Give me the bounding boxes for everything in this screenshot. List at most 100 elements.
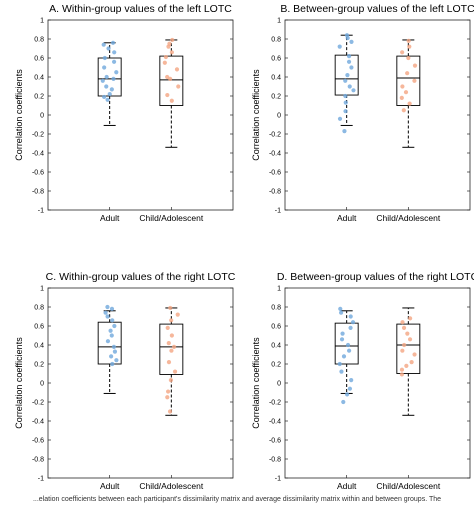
panel-a-ytick-label: 0.4 <box>34 75 44 82</box>
panel-d-adult-point <box>338 306 343 311</box>
panel-d-axes-frame <box>284 287 471 479</box>
panel-c-ytick-label: 0.2 <box>34 362 44 369</box>
panel-d-adult-point <box>350 320 356 325</box>
panel-d-ylabel: Correlation coefficients <box>251 337 261 429</box>
panel-b-xtick-label: Adult <box>337 213 357 223</box>
panel-b-ytick-label: -1 <box>275 208 281 215</box>
panel-d-ytick-label: 0.6 <box>271 324 281 331</box>
panel-c-child-point <box>167 409 173 414</box>
panel-c-ytick-label: 1 <box>40 286 44 293</box>
panel-c-xtick-label: Adult <box>100 481 120 491</box>
panel-a-child-point <box>163 54 168 60</box>
panel-c-child-point <box>166 341 171 346</box>
panel-b-ytick-label: 0.6 <box>271 56 281 63</box>
panel-d-adult-point <box>339 369 344 374</box>
panel-a-adult-point <box>109 87 114 92</box>
panel-c-adult-point <box>111 344 117 349</box>
panel-b-ytick-label: 0.4 <box>271 75 281 82</box>
panel-a-adult-point <box>105 97 110 102</box>
panel-c-child-point <box>171 344 177 349</box>
panel-d-ytick-label: 0.2 <box>271 362 281 369</box>
panel-d-adult-box <box>334 322 359 365</box>
panel-c-ytick-label: 0.8 <box>34 305 44 312</box>
panel-d-child-point <box>400 320 405 325</box>
panel-a-ytick-label: -0.6 <box>32 170 44 177</box>
panel-a-child-point <box>165 74 170 80</box>
panel-b-adult-point <box>343 93 348 99</box>
panel-d-xtick-label: Child/Adolescent <box>376 481 440 491</box>
panel-d-child-box <box>396 323 421 374</box>
panel-d-ytick-label: 0 <box>277 381 281 388</box>
panel-b-ytick-label: 0 <box>277 113 281 120</box>
panel-a-adult-point <box>101 42 106 47</box>
panel-c-child-point <box>169 348 174 353</box>
panel-b-adult-point <box>343 109 348 114</box>
panel-a-adult-point <box>102 65 107 70</box>
panel-a-adult-point <box>102 94 107 100</box>
panel-d-child-point <box>405 331 410 336</box>
panel-a-adult-point <box>104 74 109 80</box>
panel-a-adult-box <box>97 57 122 97</box>
panel-c-ylabel: Correlation coefficients <box>14 337 24 429</box>
panel-d-child-point <box>407 337 413 342</box>
panel-d-adult-point <box>347 348 352 353</box>
panel-a-xtick-label: Adult <box>100 213 120 223</box>
panel-b-ytick-label: -0.2 <box>269 132 281 139</box>
panel-d-ytick-label: -0.8 <box>269 457 281 464</box>
panel-a-adult-point <box>112 50 117 55</box>
panel-d-xtick-label: Adult <box>337 481 357 491</box>
panel-c-child-point <box>166 360 172 365</box>
panel-c-adult-point <box>110 361 115 367</box>
panel-c-ytick-label: 0.6 <box>34 324 44 331</box>
panel-b-adult-point <box>349 65 354 70</box>
panel-d-adult-point <box>337 361 342 367</box>
panel-d-ytick-label: -0.6 <box>269 438 281 445</box>
panel-d-child-point <box>399 367 405 372</box>
panel-b-ytick-label: -0.4 <box>269 151 281 158</box>
panel-a-child-point <box>169 98 174 103</box>
panel-d-adult-point <box>341 399 346 405</box>
panel-b-child-point <box>403 90 409 95</box>
panel-b-ytick-label: -0.8 <box>269 189 281 196</box>
panel-a-adult-point <box>111 59 117 64</box>
panel-a-child-point <box>166 44 171 49</box>
panel-c-adult-point <box>105 304 110 310</box>
panel-c-child-box <box>159 323 184 375</box>
panel-b-child-point <box>406 38 411 44</box>
panel-a-adult-point <box>110 40 116 45</box>
panel-c-adult-box <box>97 321 122 365</box>
panel-c-adult-point <box>105 339 111 344</box>
panel-a-child-point <box>165 92 170 98</box>
panel-a-axes-frame <box>47 19 234 211</box>
panel-b-child-point <box>407 101 412 106</box>
panel-d-ytick-label: 0.8 <box>271 305 281 312</box>
panel-c-ytick-label: -0.8 <box>32 457 44 464</box>
panel-a-ytick-label: -1 <box>38 208 44 215</box>
panel-b-ytick-label: 0.2 <box>271 94 281 101</box>
panel-b-child-point <box>412 63 418 68</box>
panel-a-child-point <box>170 37 175 43</box>
panel-c-child-point <box>169 318 174 323</box>
panel-c-title: C. Within-group values of the right LOTC <box>46 271 236 283</box>
panel-b-child-point <box>407 44 412 49</box>
panel-c-ytick-label: -0.6 <box>32 438 44 445</box>
panel-d-child-point <box>408 316 413 321</box>
panel-b-adult-point <box>349 39 354 44</box>
panel-b-adult-point <box>343 78 348 83</box>
panel-d-adult-point <box>339 337 345 342</box>
panel-b-xtick-label: Child/Adolescent <box>376 213 440 223</box>
panel-a-ytick-label: -0.8 <box>32 189 44 196</box>
panel-b-ytick-label: -0.6 <box>269 170 281 177</box>
panel-d-child-point <box>399 372 404 377</box>
panel-a-adult-point <box>102 55 107 61</box>
panel-a-ytick-label: 0.2 <box>34 94 44 101</box>
panel-a-ytick-label: 0.8 <box>34 37 44 44</box>
panel-a-ytick-label: -0.2 <box>32 132 44 139</box>
panel-c-adult-point <box>103 310 108 315</box>
panel-c-child-point <box>172 369 178 374</box>
panel-c-adult-point <box>109 306 115 311</box>
panel-d-title: D. Between-group values of the right LOT… <box>277 271 474 283</box>
panel-a-ytick-label: 0 <box>40 113 44 120</box>
panel-d-adult-point <box>341 354 347 359</box>
panel-a-ytick-label: 0.6 <box>34 56 44 63</box>
